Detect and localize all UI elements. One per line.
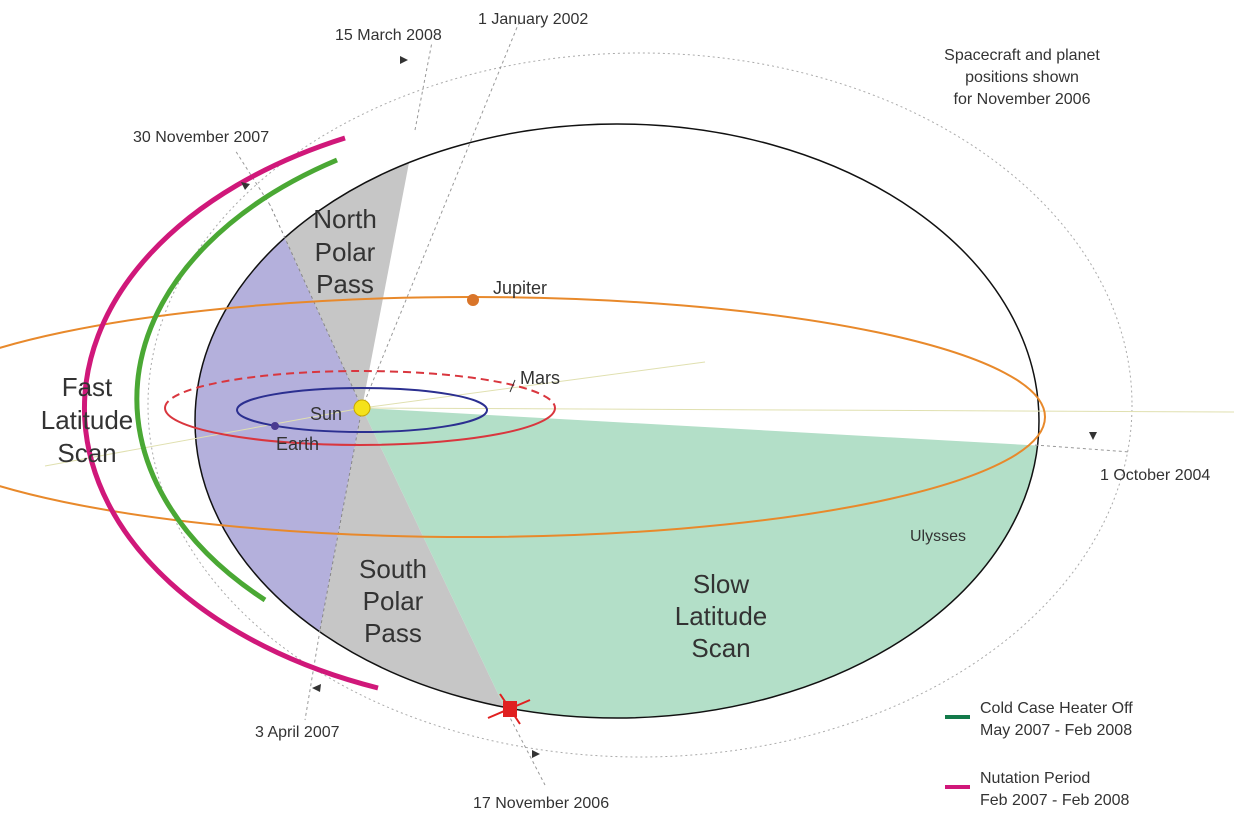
date-line bbox=[1034, 444, 1131, 453]
region-label: North bbox=[313, 204, 377, 234]
ulysses-orbit bbox=[194, 123, 1040, 719]
earth bbox=[271, 422, 279, 430]
mars-orbit bbox=[164, 407, 556, 446]
region-label: Scan bbox=[691, 633, 750, 663]
sun bbox=[353, 399, 371, 417]
arrowheads bbox=[241, 56, 1097, 758]
region-label: Pass bbox=[316, 269, 374, 299]
body-label: Jupiter bbox=[493, 278, 547, 298]
region-label: Latitude bbox=[41, 405, 134, 435]
date-line bbox=[361, 19, 521, 409]
note: for November 2006 bbox=[954, 91, 1091, 108]
mars-pointer bbox=[509, 379, 516, 393]
region-label: Fast bbox=[62, 372, 113, 402]
date-label: 1 January 2002 bbox=[478, 11, 588, 28]
region-label: Slow bbox=[693, 569, 750, 599]
nutation-arc bbox=[81, 135, 379, 691]
note: Spacecraft and planet bbox=[944, 47, 1100, 64]
region-label: Pass bbox=[364, 618, 422, 648]
body-label: Ulysses bbox=[910, 528, 966, 545]
jupiter bbox=[467, 294, 479, 306]
date-label: 1 October 2004 bbox=[1100, 467, 1210, 484]
regions bbox=[195, 124, 1039, 718]
legend-period: May 2007 - Feb 2008 bbox=[980, 722, 1132, 739]
boundary-line bbox=[269, 204, 363, 409]
outer-orbit-guide bbox=[147, 52, 1133, 758]
date-line bbox=[504, 707, 546, 786]
body-label: Sun bbox=[310, 404, 342, 424]
legend-period: Feb 2007 - Feb 2008 bbox=[980, 792, 1130, 809]
region-label: South bbox=[359, 554, 427, 584]
date-line bbox=[414, 41, 433, 131]
spacecraft bbox=[487, 693, 531, 725]
region-label: Scan bbox=[57, 438, 116, 468]
legend-label: Cold Case Heater Off bbox=[980, 700, 1133, 717]
region-label: Polar bbox=[363, 586, 424, 616]
mars-orbit-far bbox=[164, 370, 556, 409]
axis-line bbox=[44, 407, 363, 467]
heater-arc bbox=[134, 157, 338, 603]
earth-orbit bbox=[236, 387, 488, 433]
body-label: Earth bbox=[276, 434, 319, 454]
note: positions shown bbox=[965, 69, 1079, 86]
date-label: 30 November 2007 bbox=[133, 129, 269, 146]
legend-label: Nutation Period bbox=[980, 770, 1090, 787]
date-label: 3 April 2007 bbox=[255, 724, 340, 741]
region-label: Latitude bbox=[675, 601, 768, 631]
axis-line bbox=[361, 361, 706, 409]
date-line bbox=[304, 629, 321, 721]
body-label: Mars bbox=[520, 368, 560, 388]
axis-line bbox=[361, 407, 1234, 413]
region-label: Polar bbox=[315, 237, 376, 267]
date-label: 15 March 2008 bbox=[335, 27, 442, 44]
date-label: 17 November 2006 bbox=[473, 795, 609, 812]
